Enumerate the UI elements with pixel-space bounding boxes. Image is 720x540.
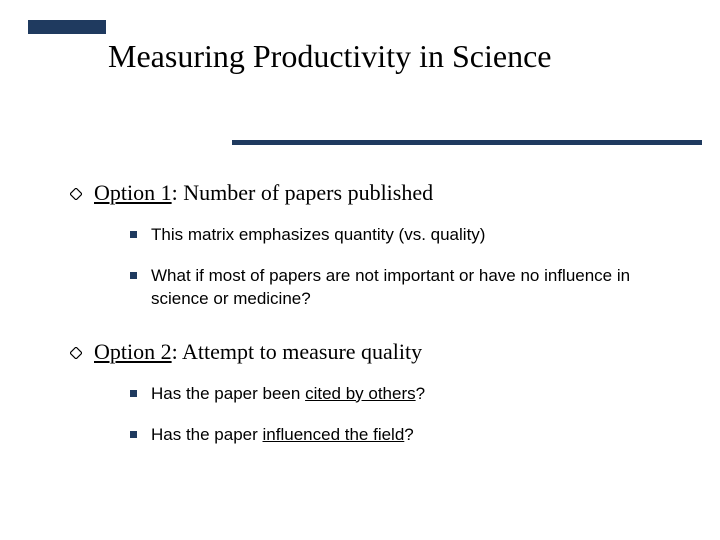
- square-bullet-icon: [130, 390, 137, 397]
- accent-top-bar: [28, 20, 106, 34]
- sub-underlined: cited by others: [305, 384, 416, 403]
- sub-bullet: This matrix emphasizes quantity (vs. qua…: [130, 224, 670, 247]
- sub-bullet-text: What if most of papers are not important…: [151, 265, 670, 311]
- main-bullet-rest: : Number of papers published: [172, 180, 434, 205]
- square-bullet-icon: [130, 231, 137, 238]
- diamond-bullet-icon: [70, 347, 82, 359]
- sub-suffix: ?: [404, 425, 413, 444]
- sub-underlined: influenced the field: [263, 425, 405, 444]
- sub-bullet-text: Has the paper influenced the field?: [151, 424, 414, 447]
- sub-bullet-text: Has the paper been cited by others?: [151, 383, 425, 406]
- main-bullet: Option 2: Attempt to measure quality: [70, 339, 670, 365]
- main-bullet-underlined: Option 2: [94, 339, 172, 364]
- main-bullet-text: Option 1: Number of papers published: [94, 180, 433, 206]
- main-bullet-text: Option 2: Attempt to measure quality: [94, 339, 422, 365]
- main-bullet: Option 1: Number of papers published: [70, 180, 670, 206]
- sub-list: This matrix emphasizes quantity (vs. qua…: [130, 224, 670, 311]
- sub-list: Has the paper been cited by others? Has …: [130, 383, 670, 447]
- square-bullet-icon: [130, 431, 137, 438]
- accent-divider: [232, 140, 702, 145]
- main-bullet-underlined: Option 1: [94, 180, 172, 205]
- sub-bullet: Has the paper influenced the field?: [130, 424, 670, 447]
- sub-bullet: What if most of papers are not important…: [130, 265, 670, 311]
- sub-suffix: ?: [416, 384, 425, 403]
- title-area: Measuring Productivity in Science: [108, 38, 648, 75]
- sub-bullet: Has the paper been cited by others?: [130, 383, 670, 406]
- main-bullet-rest: : Attempt to measure quality: [172, 339, 423, 364]
- content-area: Option 1: Number of papers published Thi…: [70, 180, 670, 475]
- diamond-bullet-icon: [70, 188, 82, 200]
- sub-bullet-text: This matrix emphasizes quantity (vs. qua…: [151, 224, 485, 247]
- square-bullet-icon: [130, 272, 137, 279]
- sub-prefix: Has the paper: [151, 425, 263, 444]
- sub-prefix: Has the paper been: [151, 384, 305, 403]
- slide-title: Measuring Productivity in Science: [108, 38, 648, 75]
